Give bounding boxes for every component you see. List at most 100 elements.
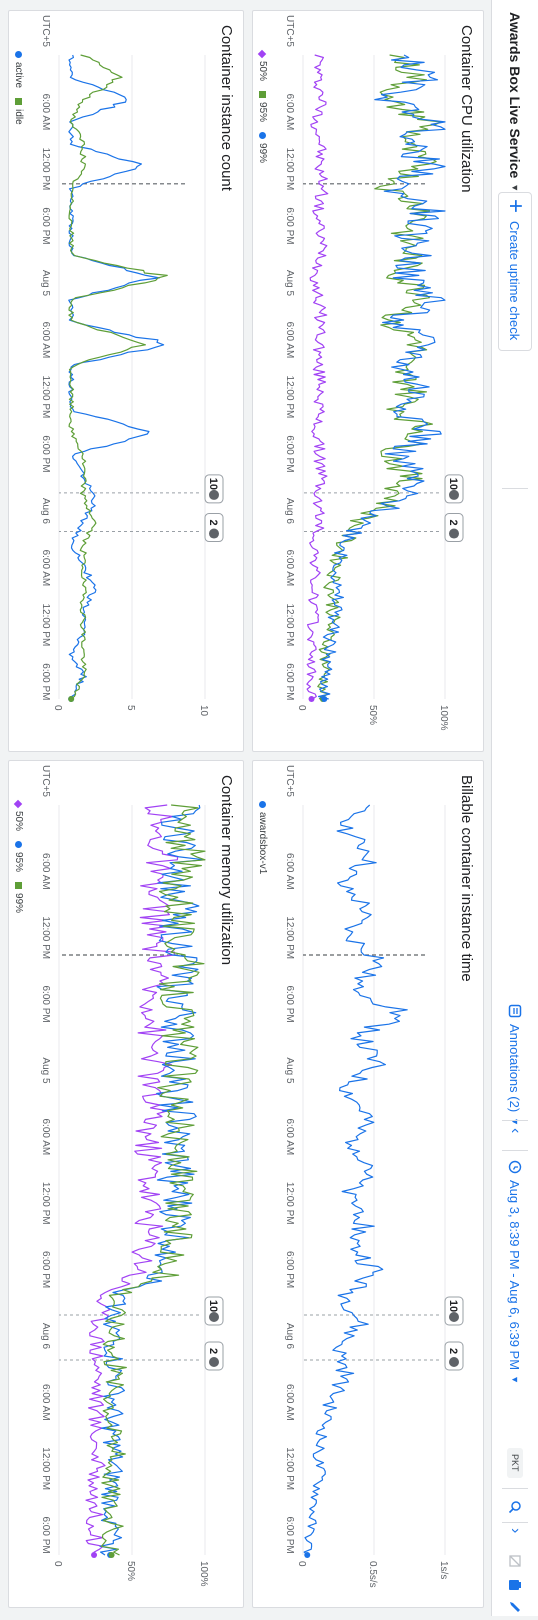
instances-chart-plot[interactable]: 0 5 10 UTC+5 6:00 AM 12:00 PM 6:00 PM Aug 5 6:00…: [9, 11, 243, 751]
info-icon: [209, 489, 219, 500]
legend-item[interactable]: 99%: [257, 132, 268, 163]
chart-card-billable: Billable container instance time 0 0.5s/s…: [252, 760, 484, 1608]
x-tick-label: Aug 6: [284, 1323, 295, 1350]
x-tick-label: 12:00 PM: [284, 916, 295, 959]
x-axis-timezone: UTC+5: [284, 15, 295, 47]
annotation-badge-count: 2: [207, 1348, 219, 1354]
x-tick-label: Aug 5: [40, 270, 51, 297]
x-tick-label: 6:00 AM: [284, 1384, 295, 1421]
x-tick-label: 12:00 PM: [284, 604, 295, 647]
legend-swatch: [258, 49, 267, 59]
legend-item[interactable]: idle: [13, 98, 24, 125]
x-tick-label: 6:00 PM: [284, 985, 295, 1022]
series-line: [68, 54, 165, 700]
plus-icon: +: [502, 199, 529, 214]
save-icon: [502, 1572, 528, 1598]
x-tick-label: 6:00 AM: [40, 550, 51, 587]
legend-label: 99%: [257, 143, 268, 164]
compare-button[interactable]: [492, 1548, 538, 1574]
x-tick-label: 6:00 PM: [40, 663, 51, 700]
create-uptime-check-button[interactable]: + Create uptime check: [498, 192, 532, 352]
x-tick-label: 6:00 PM: [40, 435, 51, 472]
legend-swatch: [15, 841, 22, 849]
info-icon: [449, 528, 459, 539]
caret-down-icon: ▼: [510, 1117, 520, 1127]
x-tick-label: 12:00 PM: [40, 1182, 51, 1225]
time-range-label: Aug 3, 8:39 PM - Aug 6, 6:39 PM: [507, 1180, 523, 1371]
legend-item[interactable]: 95%: [13, 841, 24, 872]
chart-legend: 50% 95% 99%: [257, 49, 268, 163]
annotations-button[interactable]: Annotations (2) ▼: [492, 1004, 538, 1126]
series-line: [306, 54, 329, 700]
x-axis-timezone: UTC+5: [284, 765, 295, 797]
annotation-badge[interactable]: 2: [204, 1341, 224, 1371]
annotation-badge-count: 2: [447, 1348, 459, 1354]
y-tick-label: 50%: [367, 705, 378, 725]
timezone-badge: PKT: [507, 1448, 523, 1478]
x-tick-label: 6:00 AM: [284, 853, 295, 890]
info-icon: [449, 1357, 459, 1367]
series-line: [99, 804, 205, 1556]
y-tick-label: 0: [296, 705, 307, 711]
cpu-chart-plot[interactable]: 0 50% 100% UTC+5 6:00 AM 12:00 PM 6:00 PM Aug 5…: [253, 11, 483, 751]
annotation-badge[interactable]: 2: [444, 1341, 464, 1371]
toolbar-divider: [502, 1522, 528, 1523]
series-end-marker: [68, 696, 75, 702]
series-line: [318, 54, 446, 700]
chart-card-memory: Container memory utilization 0 50% 100% UTC…: [8, 760, 244, 1608]
series-end-marker: [308, 696, 315, 702]
legend-item[interactable]: active: [13, 51, 24, 88]
series-end-marker: [321, 696, 328, 702]
x-tick-label: 12:00 PM: [40, 148, 51, 191]
annotation-badge[interactable]: 10: [444, 1296, 464, 1326]
x-tick-label: Aug 6: [40, 1323, 51, 1350]
x-tick-label: 6:00 AM: [40, 1119, 51, 1156]
previous-range-button[interactable]: ‹: [492, 1128, 538, 1133]
legend-item[interactable]: 50%: [13, 799, 24, 832]
clock-icon: [508, 1160, 522, 1174]
legend-label: awardsbox-v1: [257, 812, 268, 875]
x-tick-label: 6:00 PM: [284, 207, 295, 244]
time-range-picker[interactable]: Aug 3, 8:39 PM - Aug 6, 6:39 PM ▼: [492, 1160, 538, 1384]
x-tick-label: 6:00 PM: [40, 1251, 51, 1288]
chart-legend: awardsbox-v1: [257, 801, 268, 874]
next-range-button[interactable]: ›: [492, 1528, 538, 1533]
legend-item[interactable]: 95%: [257, 91, 268, 122]
x-tick-label: 12:00 PM: [40, 604, 51, 647]
x-tick-label: 6:00 AM: [40, 853, 51, 890]
legend-item[interactable]: 99%: [13, 882, 24, 913]
legend-label: active: [13, 62, 24, 89]
y-tick-label: 100%: [198, 1561, 209, 1587]
x-tick-label: 6:00 PM: [284, 1251, 295, 1288]
memory-chart-plot[interactable]: 0 50% 100% UTC+5 6:00 AM 12:00 PM 6:00 PM Aug 5…: [9, 761, 243, 1607]
x-tick-label: Aug 6: [284, 498, 295, 525]
legend-swatch: [15, 882, 22, 890]
x-tick-label: 6:00 PM: [40, 1516, 51, 1553]
annotation-badge[interactable]: 10: [444, 474, 464, 504]
series-line: [100, 804, 206, 1556]
x-tick-label: 6:00 AM: [284, 94, 295, 131]
annotation-badge[interactable]: 2: [444, 513, 464, 543]
x-tick-label: 12:00 PM: [40, 916, 51, 959]
annotation-badge[interactable]: 10: [204, 1296, 224, 1326]
billable-chart-plot[interactable]: 0 0.5s/s 1s/s UTC+5 6:00 AM 12:00 PM 6:00 PM Au…: [253, 761, 483, 1607]
legend-item[interactable]: awardsbox-v1: [257, 801, 268, 874]
x-axis-timezone: UTC+5: [40, 15, 51, 47]
legend-item[interactable]: 50%: [257, 49, 268, 81]
annotation-badge[interactable]: 10: [204, 474, 224, 504]
edit-dashboard-button[interactable]: [492, 1594, 538, 1620]
x-tick-label: 12:00 PM: [40, 1447, 51, 1490]
legend-label: 50%: [13, 811, 24, 832]
series-end-marker: [91, 1552, 98, 1558]
timezone-selector[interactable]: PKT: [492, 1448, 538, 1478]
service-selector[interactable]: Awards Box Live Service ▼: [492, 12, 538, 192]
save-dashboard-button[interactable]: [492, 1572, 538, 1598]
x-tick-label: 6:00 AM: [40, 322, 51, 359]
annotation-badge-count: 2: [447, 519, 459, 525]
annotation-badge[interactable]: 2: [204, 513, 224, 543]
legend-label: 95%: [257, 102, 268, 123]
zoom-button[interactable]: [492, 1494, 538, 1520]
legend-swatch: [14, 799, 23, 809]
x-tick-label: 12:00 PM: [284, 1447, 295, 1490]
